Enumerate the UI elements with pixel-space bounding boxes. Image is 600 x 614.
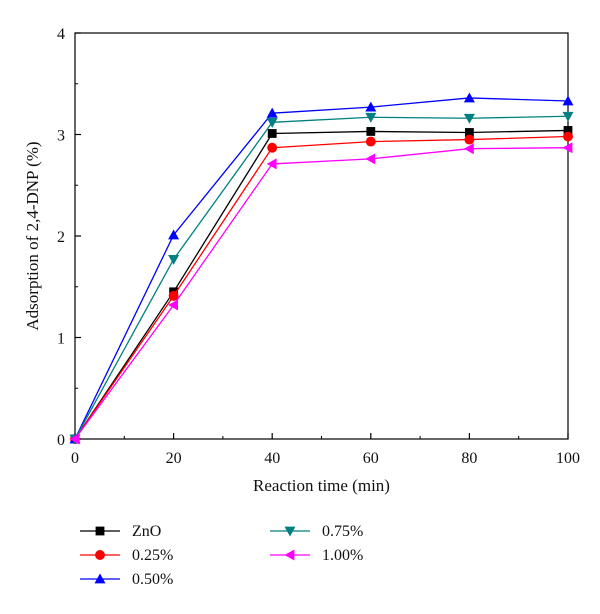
legend-item: 0.25%: [80, 547, 173, 564]
y-tick-label: 3: [57, 128, 65, 145]
legend-marker: [95, 550, 105, 560]
x-tick-label: 20: [166, 450, 182, 467]
series-layer: [69, 92, 574, 445]
legend-label: 1.00%: [322, 547, 363, 564]
data-point: [465, 128, 474, 137]
y-axis: 0 1 2 3 4: [57, 26, 81, 449]
x-tick-label: 0: [71, 450, 79, 467]
data-point: [365, 101, 377, 112]
legend-item: 1.00%: [270, 547, 363, 564]
legend-label: 0.75%: [322, 523, 363, 540]
plot-frame: [74, 32, 569, 440]
series-1-00-: [69, 142, 573, 445]
x-tick-label: 60: [363, 450, 379, 467]
data-point: [562, 95, 574, 106]
y-tick-label: 4: [57, 26, 65, 43]
x-tick-label: 100: [556, 450, 580, 467]
y-axis-title: Adsorption of 2,4-DNP (%): [23, 141, 42, 330]
series-0-75-: [69, 111, 574, 445]
data-point: [168, 254, 180, 265]
data-point: [266, 158, 277, 170]
legend-item: 0.75%: [270, 523, 363, 540]
legend-label: ZnO: [132, 523, 161, 540]
y-tick-label: 0: [57, 432, 65, 449]
legend-label: 0.50%: [132, 571, 173, 588]
data-point: [69, 433, 80, 445]
data-point: [365, 112, 377, 123]
data-point: [365, 136, 376, 147]
legend-label: 0.25%: [132, 547, 173, 564]
legend-marker: [284, 549, 295, 561]
data-point: [464, 134, 475, 145]
data-point: [563, 131, 573, 142]
series-zno: [70, 126, 573, 444]
data-point: [168, 290, 179, 301]
data-point: [267, 129, 277, 138]
data-point: [463, 113, 475, 124]
data-point: [562, 111, 574, 122]
series-line: [74, 135, 569, 440]
x-tick-label: 80: [461, 450, 477, 467]
data-point: [168, 229, 180, 240]
x-axis-title: Reaction time (min): [253, 476, 390, 495]
series-0-50-: [69, 92, 574, 444]
legend-marker: [95, 526, 105, 536]
data-point: [168, 299, 178, 311]
data-point: [562, 142, 573, 154]
data-point: [365, 153, 376, 165]
data-point: [463, 143, 474, 155]
data-point: [266, 117, 278, 128]
series-line: [74, 147, 569, 440]
x-tick-label: 40: [264, 450, 280, 467]
data-point: [266, 107, 278, 118]
data-point: [463, 92, 475, 103]
series-line: [74, 97, 569, 440]
series-line: [74, 115, 569, 440]
legend-item: 0.50%: [80, 571, 173, 588]
series-line: [74, 129, 569, 440]
y-tick-label: 1: [57, 331, 65, 348]
legend-item: ZnO: [80, 523, 161, 540]
legend-marker: [94, 573, 106, 584]
legend-marker: [284, 526, 296, 537]
data-point: [267, 142, 278, 153]
legend: ZnO 0.25% 0.50% 0.75% 1.00%: [80, 523, 363, 588]
data-point: [366, 127, 376, 136]
data-point: [563, 126, 573, 135]
x-axis: 0 20 40 60 80 100: [71, 433, 580, 467]
y-tick-label: 2: [57, 229, 65, 246]
series-0-25-: [70, 131, 573, 444]
